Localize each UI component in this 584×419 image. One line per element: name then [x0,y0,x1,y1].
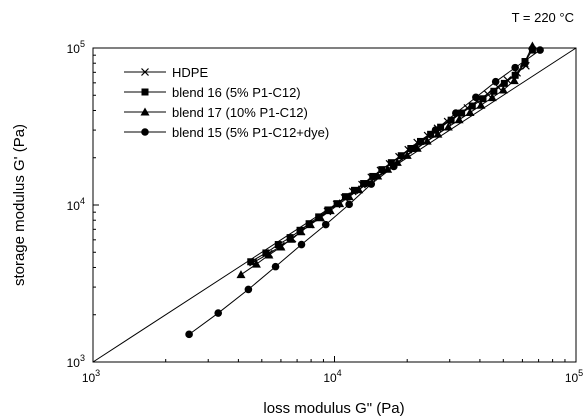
series-2 [236,41,537,279]
legend: HDPE blend 16 (5% P1-C12) blend 17 (10% … [124,65,329,140]
series-line [188,49,541,335]
legend-marker-x [141,68,149,76]
data-point [354,185,364,194]
data-point [476,100,486,109]
data-point [315,213,325,222]
data-point [345,200,353,209]
data-point [410,144,419,153]
legend-item-blend-17: blend 17 (10% P1-C12) [124,105,308,120]
data-point [490,87,498,95]
legend-label: blend 17 (10% P1-C12) [172,105,308,120]
data-point [335,199,345,208]
data-point [383,164,393,173]
annotation-temperature: T = 220 °C [512,10,574,25]
data-point [528,46,536,54]
data-point [350,186,358,194]
legend-marker-triangle [140,107,150,116]
data-point [321,220,330,229]
data-point [458,109,466,117]
y-tick-label: 104 [67,196,85,213]
data-point [305,220,315,229]
data-point [271,262,280,271]
data-point [519,58,529,67]
legend-marker [141,128,149,136]
data-point [360,180,368,188]
series-3 [185,46,544,339]
data-point [264,250,274,259]
data-point [344,192,354,201]
data-point [367,180,376,188]
series-layer [185,41,544,339]
data-point [185,330,193,339]
data-point [297,240,306,249]
x-tick-label: 105 [565,368,583,385]
data-point [389,162,398,171]
series-line [250,49,533,263]
data-point [325,206,335,215]
data-point [479,95,487,103]
data-point [443,122,453,131]
data-point [251,259,261,268]
data-point [244,285,253,294]
y-tick-label: 103 [67,353,85,370]
data-point [324,206,332,214]
legend-label: blend 15 (5% P1-C12+dye) [172,125,329,140]
y-tick-label: 105 [67,39,85,56]
data-point [527,41,537,50]
data-point [454,115,464,124]
data-point [341,193,349,201]
legend-item-blend-15: blend 15 (5% P1-C12+dye) [124,125,329,140]
data-point [452,109,460,117]
x-tick-label: 103 [82,368,100,385]
data-point [397,152,405,160]
x-axis-title: loss modulus G" (Pa) [263,400,404,417]
legend-label: HDPE [172,65,208,80]
series-1 [247,46,536,266]
data-point [274,241,282,249]
data-point [472,93,480,102]
tick-layer: 103 104 105 103 104 105 [67,39,584,385]
legend-marker [141,68,149,76]
data-point [509,76,519,85]
legend-item-blend-16: blend 16 (5% P1-C12) [124,85,301,100]
data-point [511,63,519,72]
data-point [262,249,270,257]
data-point [369,172,377,180]
data-point [536,46,544,54]
data-point [511,71,519,79]
data-point [247,258,255,266]
data-point [387,159,395,167]
data-point [447,116,455,124]
data-point [416,137,424,145]
legend-marker [140,107,150,116]
data-point [296,227,306,236]
data-point [422,136,432,145]
data-point [236,270,246,279]
data-point [468,102,476,110]
y-axis-title: storage modulus G' (Pa) [11,124,28,286]
x-tick-label: 104 [323,368,341,385]
legend-marker-square [141,88,149,96]
data-point [378,166,386,174]
data-point [465,108,475,117]
data-point [276,242,286,251]
data-point [431,126,440,134]
legend-item-hdpe: HDPE [124,65,208,80]
legend-label: blend 16 (5% P1-C12) [172,85,301,100]
data-point [487,93,497,102]
data-point [433,129,443,138]
legend-marker-circle [141,128,149,136]
data-point [214,309,223,317]
data-point [491,77,500,86]
legend-marker [141,88,149,96]
data-point [437,123,445,131]
data-point [498,85,508,94]
data-point [407,145,415,153]
data-point [286,234,296,243]
data-point [500,79,508,87]
